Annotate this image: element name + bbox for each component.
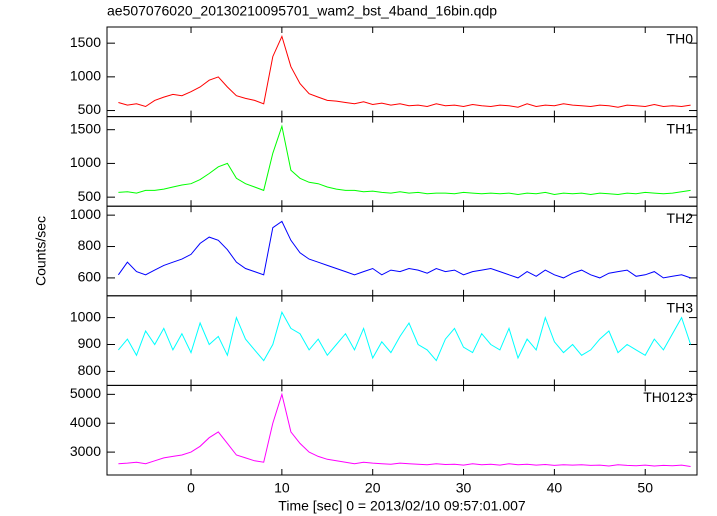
x-tick-label: 10	[274, 480, 290, 496]
light-curve	[117, 220, 691, 279]
y-tick-label: 1000	[70, 308, 101, 324]
panel-label: TH0	[667, 31, 694, 47]
panel-frame	[106, 26, 698, 118]
y-tick-label: 1000	[70, 206, 101, 222]
y-tick-label: 900	[78, 335, 102, 351]
x-tick-label: 20	[365, 480, 381, 496]
x-axis-label: Time [sec] 0 = 2013/02/10 09:57:01.007	[278, 498, 526, 514]
y-tick-label: 1500	[70, 120, 101, 136]
y-tick-label: 4000	[70, 414, 101, 430]
y-tick-label: 800	[78, 237, 102, 253]
y-tick-label: 500	[78, 188, 102, 204]
panel-frame	[106, 295, 698, 386]
y-axis-label: Counts/sec	[33, 216, 49, 286]
chart-title: ae507076020_20130210095701_wam2_bst_4ban…	[107, 3, 497, 19]
y-tick-label: 1000	[70, 154, 101, 170]
y-tick-label: 1000	[70, 68, 101, 84]
panel-label: TH0123	[643, 389, 693, 405]
x-tick-label: 30	[456, 480, 472, 496]
y-tick-label: 5000	[70, 385, 101, 401]
y-tick-label: 600	[78, 269, 102, 285]
panel-label: TH1	[667, 120, 694, 136]
x-tick-label: 40	[547, 480, 563, 496]
y-tick-label: 500	[78, 101, 102, 117]
panel-frame	[106, 384, 698, 476]
panel-label: TH2	[667, 210, 694, 226]
y-tick-label: 800	[78, 362, 102, 378]
panel-frame	[106, 205, 698, 297]
light-curve	[118, 392, 691, 467]
y-tick-label: 3000	[70, 443, 101, 459]
x-tick-label: 50	[637, 480, 653, 496]
x-tick-label: 0	[187, 480, 195, 496]
panel-label: TH3	[667, 300, 694, 316]
light-curve	[118, 310, 692, 362]
light-curve	[118, 34, 691, 108]
y-tick-label: 1500	[70, 34, 101, 50]
panel-frame	[106, 116, 698, 207]
light-curve	[118, 124, 691, 196]
